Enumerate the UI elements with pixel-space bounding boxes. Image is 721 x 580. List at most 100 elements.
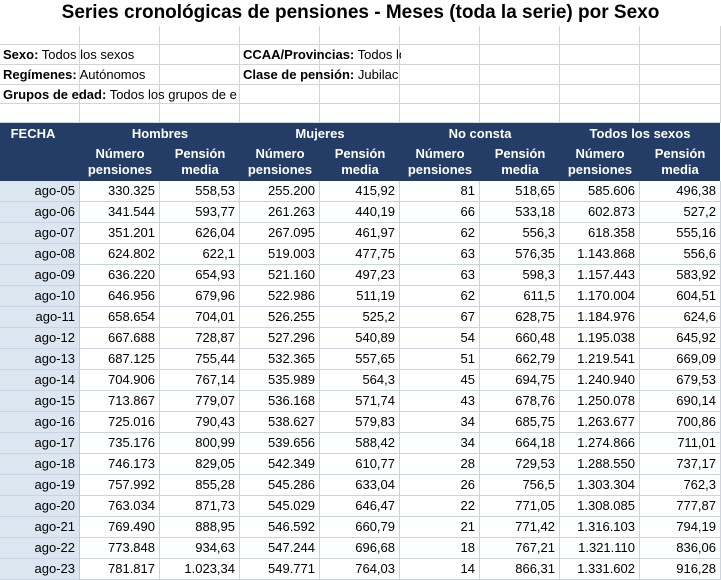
data-cell: 771,42 [480,517,560,538]
data-cell: 679,53 [640,370,721,391]
grid-cell [400,65,480,85]
data-cell: 1.303.304 [560,475,640,496]
grid-cell [240,45,320,65]
data-cell: 255.200 [240,181,320,202]
data-cell: 518,65 [480,181,560,202]
date-cell: ago-15 [0,391,80,412]
grid-cell [240,26,320,45]
group-header: Todos los sexos [560,123,720,144]
data-cell: 769.490 [80,517,160,538]
grid-cell [80,65,160,85]
data-cell: 610,77 [320,454,400,475]
data-cell: 525,2 [320,307,400,328]
filter: Grupos de edad: Todos los grupos de e [3,85,239,105]
data-cell: 43 [400,391,480,412]
data-cell: 1.170.004 [560,286,640,307]
column-header: Número pensiones [240,144,320,181]
grid-cell [80,26,160,45]
data-cell: 1.250.078 [560,391,640,412]
data-cell: 1.263.677 [560,412,640,433]
data-cell: 855,28 [160,475,240,496]
data-cell: 755,44 [160,349,240,370]
data-cell: 598,3 [480,265,560,286]
data-cell: 654,93 [160,265,240,286]
data-cell: 267.095 [240,223,320,244]
grid-cell [160,104,240,123]
date-cell: ago-16 [0,412,80,433]
data-cell: 604,51 [640,286,721,307]
grid-cell [560,85,640,104]
grid-cell [0,45,80,65]
grid-cell [80,104,160,123]
data-cell: 545.286 [240,475,320,496]
data-cell: 261.263 [240,202,320,223]
grid-cell [0,104,80,123]
data-cell: 62 [400,286,480,307]
filter: Regímenes: Autónomos [3,65,239,85]
data-cell: 583,92 [640,265,721,286]
date-cell: ago-10 [0,286,80,307]
grid-cell [640,45,721,65]
grid-cell [160,45,240,65]
data-cell: 602.873 [560,202,640,223]
grid-cell [640,85,721,104]
filter-label: Grupos de edad: [3,87,107,102]
group-header: Hombres [80,123,240,144]
date-cell: ago-22 [0,538,80,559]
data-cell: 540,89 [320,328,400,349]
data-cell: 767,14 [160,370,240,391]
data-cell: 547.244 [240,538,320,559]
data-cell: 767,21 [480,538,560,559]
data-cell: 477,75 [320,244,400,265]
column-header: Pensión media [640,144,720,181]
filter-value: Todos los sexos [41,47,135,62]
data-cell: 556,3 [480,223,560,244]
data-cell: 916,28 [640,559,721,580]
filter-value: Autónomos [79,67,146,82]
data-cell: 571,74 [320,391,400,412]
date-cell: ago-14 [0,370,80,391]
grid-cell [80,45,160,65]
data-cell: 633,04 [320,475,400,496]
data-cell: 660,79 [320,517,400,538]
data-cell: 536.168 [240,391,320,412]
data-cell: 549.771 [240,559,320,580]
grid-cell [160,65,240,85]
data-cell: 685,75 [480,412,560,433]
grid-cell [560,65,640,85]
grid-cell [560,45,640,65]
data-cell: 777,87 [640,496,721,517]
data-cell: 28 [400,454,480,475]
data-cell: 646.956 [80,286,160,307]
date-cell: ago-11 [0,307,80,328]
data-cell: 330.325 [80,181,160,202]
data-cell: 511,19 [320,286,400,307]
column-header: Pensión media [160,144,240,181]
data-cell: 14 [400,559,480,580]
data-cell: 461,97 [320,223,400,244]
data-cell: 696,68 [320,538,400,559]
data-cell: 762,3 [640,475,721,496]
data-cell: 341.544 [80,202,160,223]
date-cell: ago-09 [0,265,80,286]
data-cell: 440,19 [320,202,400,223]
data-cell: 687.125 [80,349,160,370]
filter: CCAA/Provincias: Todos los centros [243,45,401,65]
date-cell: ago-08 [0,244,80,265]
data-cell: 558,53 [160,181,240,202]
group-header: Mujeres [240,123,400,144]
data-cell: 557,65 [320,349,400,370]
data-cell: 713.867 [80,391,160,412]
filter-label: Clase de pensión: [243,67,355,82]
grid-cell [320,65,400,85]
data-cell: 519.003 [240,244,320,265]
date-cell: ago-12 [0,328,80,349]
data-cell: 636.220 [80,265,160,286]
data-cell: 746.173 [80,454,160,475]
data-cell: 535.989 [240,370,320,391]
data-cell: 888,95 [160,517,240,538]
data-cell: 34 [400,433,480,454]
data-cell: 645,92 [640,328,721,349]
data-cell: 773.848 [80,538,160,559]
grid-cell [480,85,560,104]
